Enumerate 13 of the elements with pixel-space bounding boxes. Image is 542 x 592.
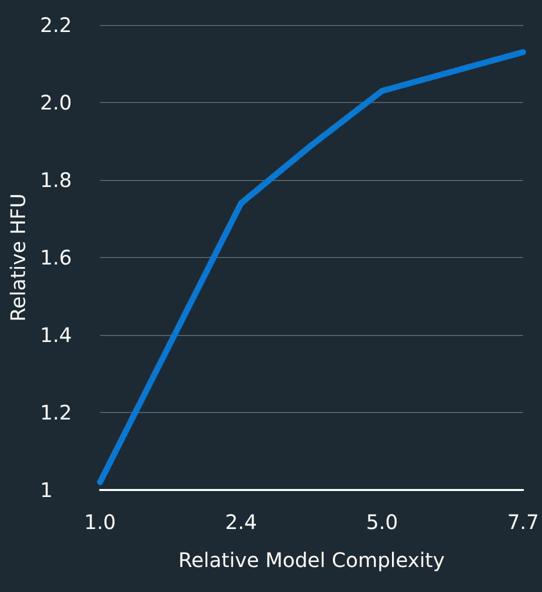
y-axis-title: Relative HFU (6, 193, 30, 322)
x-tick-label: 1.0 (84, 510, 116, 534)
y-tick-label: 1.8 (40, 168, 72, 192)
y-tick-label: 1.2 (40, 400, 72, 424)
y-tick-label: 1.4 (40, 323, 72, 347)
x-axis-title: Relative Model Complexity (178, 548, 445, 572)
x-tick-label: 5.0 (366, 510, 398, 534)
x-tick-label: 7.7 (507, 510, 540, 534)
y-tick-label: 2.2 (40, 13, 72, 37)
y-tick-label: 2.0 (40, 90, 72, 114)
x-tick-label: 2.4 (225, 510, 257, 534)
y-tick-label: 1 (40, 478, 53, 502)
y-tick-label: 1.6 (40, 246, 72, 270)
